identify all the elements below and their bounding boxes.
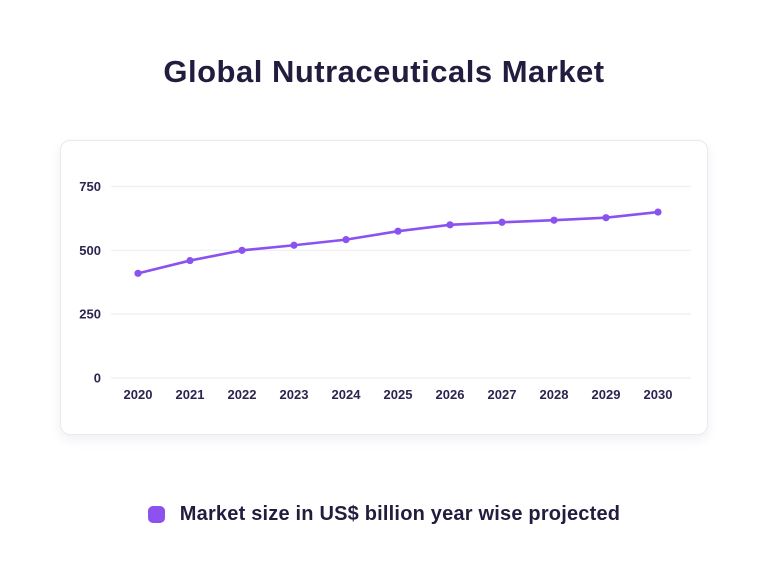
data-point-marker (186, 256, 194, 265)
y-axis-tick-label: 500 (79, 243, 101, 258)
x-axis-tick-label: 2023 (280, 387, 309, 402)
x-axis-tick-label: 2030 (644, 387, 673, 402)
x-axis-tick-label: 2028 (540, 387, 569, 402)
data-point-marker (290, 241, 298, 249)
data-point-marker (654, 208, 662, 216)
x-axis-tick-label: 2021 (176, 387, 205, 402)
chart-card: 0 250 500 750 2020 2021 2022 2023 2024 2025 2026 20… (60, 140, 708, 435)
chart-legend: Market size in US$ billion year wise pro… (0, 503, 768, 526)
data-point-marker (394, 227, 402, 235)
line-series (136, 210, 660, 275)
data-point-marker (446, 221, 454, 229)
data-point-marker (134, 269, 142, 277)
x-axis-tick-label: 2020 (124, 387, 153, 402)
y-axis-tick-label: 750 (79, 179, 101, 194)
data-point-marker (602, 214, 610, 222)
x-axis-tick-label: 2029 (592, 387, 621, 402)
x-axis-tick-label: 2027 (488, 387, 517, 402)
page-title: Global Nutraceuticals Market (163, 54, 605, 89)
x-axis-tick-label: 2026 (436, 387, 465, 402)
legend-swatch-icon (147, 506, 165, 523)
data-point-marker (342, 236, 350, 244)
y-axis-tick-label: 250 (79, 307, 101, 322)
y-axis-tick-label: 0 (94, 371, 101, 386)
x-axis-tick-label: 2022 (228, 387, 257, 402)
line-chart: 0 250 500 750 2020 2021 2022 2023 2024 2025 2026 20… (79, 179, 691, 402)
data-point-marker (238, 246, 246, 254)
x-axis-tick-label: 2024 (332, 387, 362, 402)
legend-label: Market size in US$ billion year wise pro… (179, 503, 621, 525)
x-axis-tick-label: 2025 (384, 387, 413, 402)
data-point-marker (550, 216, 558, 224)
data-point-marker (498, 218, 506, 226)
